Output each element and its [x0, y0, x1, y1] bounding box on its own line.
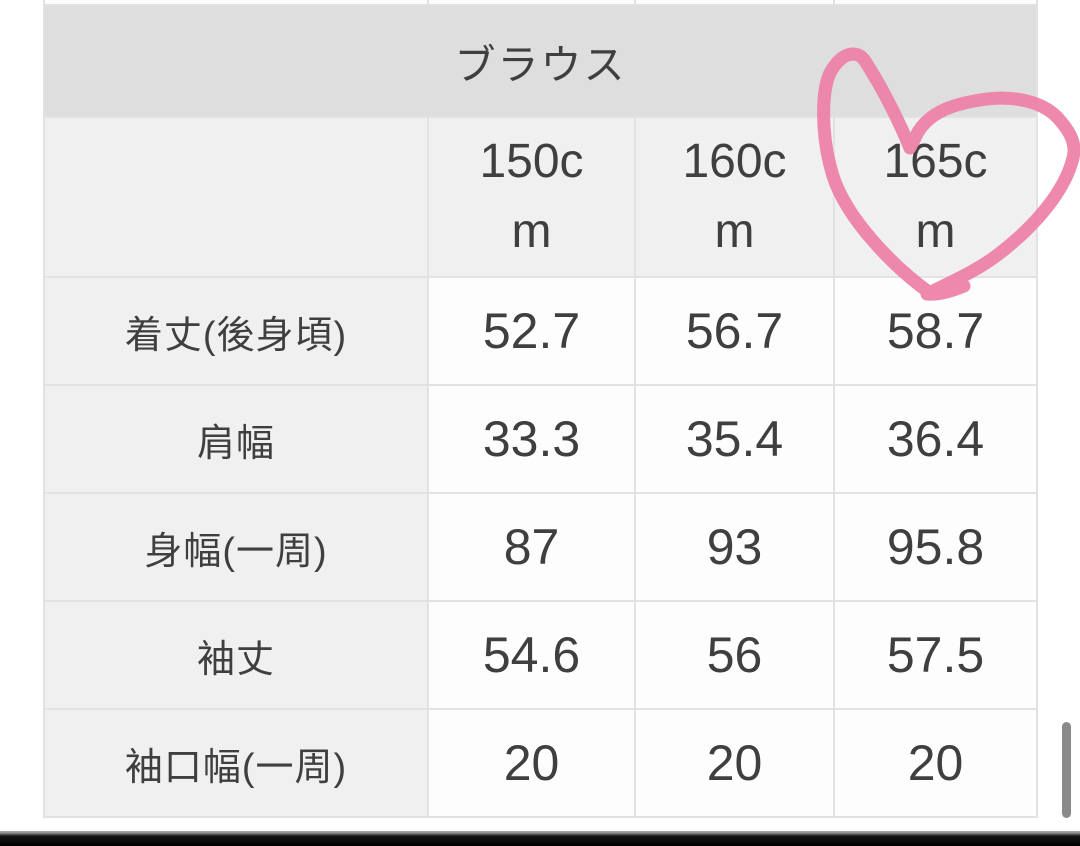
bottom-bar	[0, 831, 1080, 846]
size-value-cell: 20	[833, 708, 1038, 818]
size-value-cell: 87	[427, 492, 636, 602]
table-title: ブラウス	[43, 4, 1038, 118]
size-value-cell: 36.4	[833, 384, 1038, 494]
row-label: 袖口幅(一周)	[43, 708, 429, 818]
cut-off-cell	[634, 0, 835, 6]
size-value-cell: 56.7	[634, 276, 835, 386]
table-row-back-length: 着丈(後身頃) 52.7 56.7 58.7	[43, 276, 1038, 386]
cut-off-cell	[427, 0, 636, 6]
size-value-cell: 54.6	[427, 600, 636, 710]
column-header-165cm: 165cm	[833, 116, 1038, 278]
size-value-cell: 33.3	[427, 384, 636, 494]
size-value-cell: 58.7	[833, 276, 1038, 386]
column-header-160cm: 160cm	[634, 116, 835, 278]
table-row-shoulder-width: 肩幅 33.3 35.4 36.4	[43, 384, 1038, 494]
size-chart-container: ブラウス 150cm 160cm 165cm 着丈(後身頃)	[43, 0, 1038, 818]
table-row-sleeve-length: 袖丈 54.6 56 57.5	[43, 600, 1038, 710]
row-label: 肩幅	[43, 384, 429, 494]
size-value-cell: 95.8	[833, 492, 1038, 602]
row-label: 身幅(一周)	[43, 492, 429, 602]
size-value-cell: 35.4	[634, 384, 835, 494]
column-header-150cm: 150cm	[427, 116, 636, 278]
size-chart-table: ブラウス 150cm 160cm 165cm 着丈(後身頃)	[43, 0, 1038, 818]
size-value-cell: 57.5	[833, 600, 1038, 710]
size-value-cell: 20	[634, 708, 835, 818]
size-value-cell: 93	[634, 492, 835, 602]
cut-off-cell	[833, 0, 1038, 6]
size-value-cell: 52.7	[427, 276, 636, 386]
size-value-cell: 20	[427, 708, 636, 818]
table-row-body-width: 身幅(一周) 87 93 95.8	[43, 492, 1038, 602]
table-title-row: ブラウス	[43, 4, 1038, 118]
cut-off-row	[43, 0, 1038, 6]
column-header-row: 150cm 160cm 165cm	[43, 116, 1038, 278]
table-row-cuff-width: 袖口幅(一周) 20 20 20	[43, 708, 1038, 818]
row-label: 着丈(後身頃)	[43, 276, 429, 386]
scrollbar-thumb[interactable]	[1062, 722, 1071, 818]
size-value-cell: 56	[634, 600, 835, 710]
cut-off-cell	[43, 0, 429, 6]
row-label: 袖丈	[43, 600, 429, 710]
corner-empty-cell	[43, 116, 429, 278]
